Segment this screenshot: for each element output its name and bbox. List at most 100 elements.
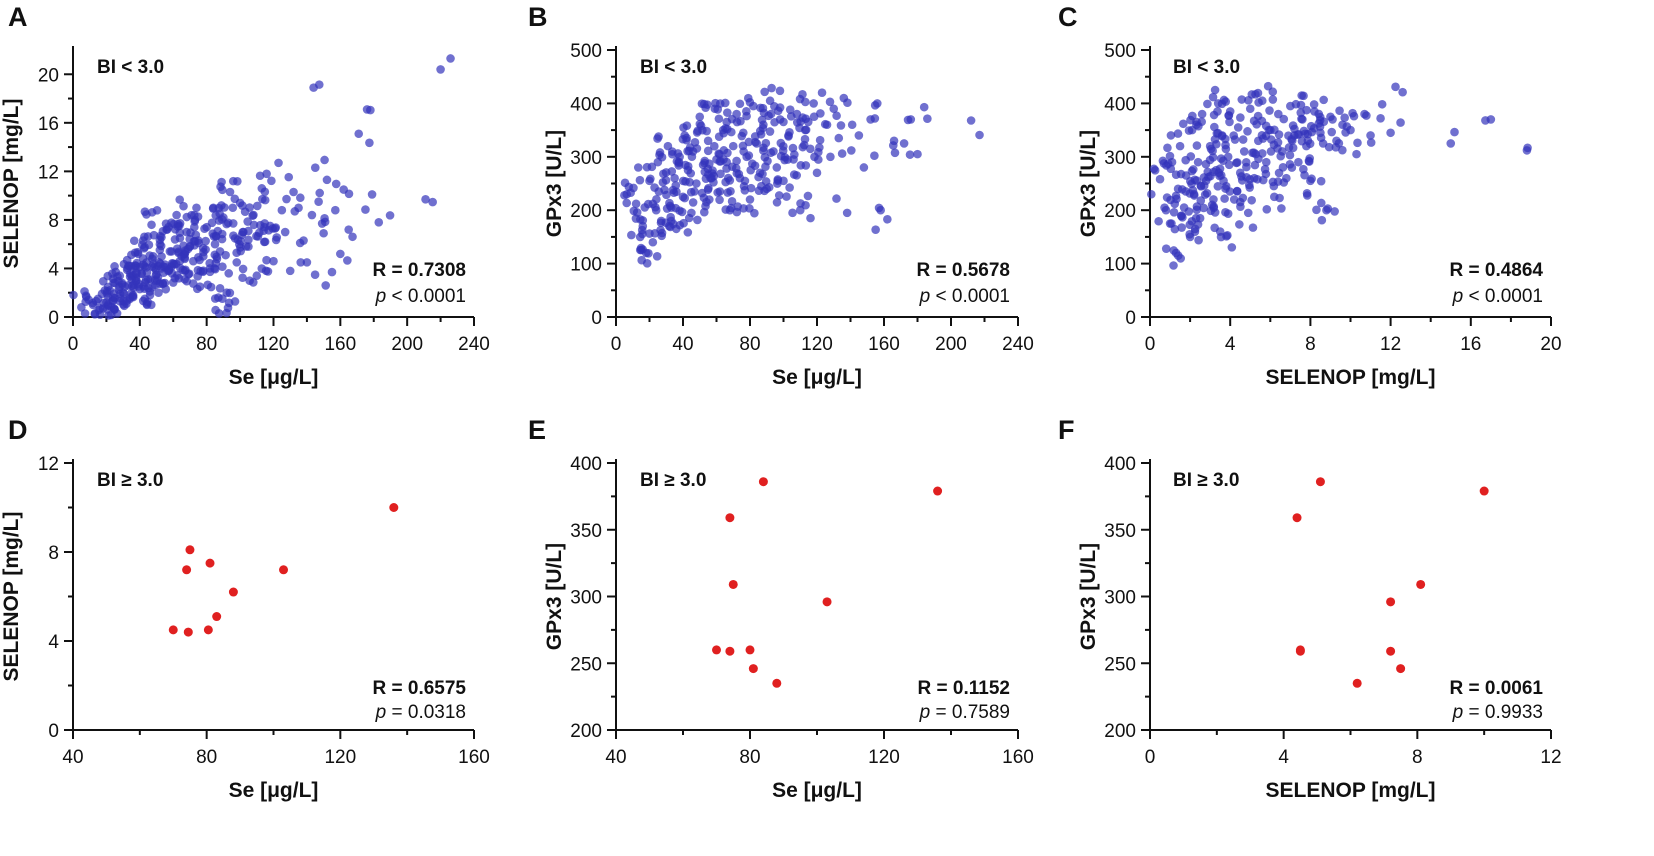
data-point (1243, 127, 1252, 136)
data-point (138, 254, 148, 263)
data-point (1276, 151, 1285, 161)
data-point (913, 149, 922, 159)
data-point (784, 132, 793, 141)
data-point (1222, 231, 1231, 241)
data-point (871, 225, 880, 234)
data-point (1241, 157, 1251, 167)
data-point (801, 97, 810, 107)
data-point (1479, 486, 1489, 496)
data-point (193, 212, 203, 221)
x-tick-label: 0 (68, 334, 79, 355)
data-point (1160, 203, 1169, 212)
p-symbol: p (919, 286, 931, 307)
data-point (772, 163, 782, 172)
y-tick-label: 100 (1104, 255, 1136, 276)
data-point (232, 248, 241, 258)
data-point (825, 97, 835, 107)
data-point (822, 597, 832, 607)
data-point (766, 148, 776, 158)
data-point (1262, 205, 1272, 214)
data-point (1178, 213, 1187, 222)
y-tick-label: 200 (570, 721, 602, 742)
data-point (714, 114, 724, 124)
data-point (319, 228, 328, 238)
data-point (798, 90, 807, 99)
data-point (146, 300, 156, 310)
data-point (284, 172, 294, 182)
data-point (236, 236, 245, 246)
stat-r-value: R = 0.0061 (1450, 678, 1544, 699)
data-point (221, 250, 230, 260)
data-point (803, 191, 813, 201)
data-point (780, 152, 790, 162)
data-point (674, 157, 684, 167)
stat-r-value: R = 0.6575 (373, 678, 467, 699)
group-label: BI ≥ 3.0 (640, 470, 706, 491)
data-point (759, 146, 768, 155)
data-point (1265, 106, 1274, 115)
data-point (1247, 90, 1257, 99)
data-point (870, 114, 880, 123)
data-point (210, 294, 220, 303)
data-point (692, 179, 701, 188)
data-point (1362, 111, 1371, 120)
y-tick-label: 300 (570, 148, 602, 169)
x-axis-title: Se [μg/L] (229, 366, 319, 389)
data-point (1300, 170, 1309, 180)
data-point (1159, 159, 1169, 168)
data-point (1192, 141, 1202, 150)
data-point (1233, 123, 1243, 132)
data-point (728, 579, 738, 589)
data-point (69, 290, 78, 300)
panel-D: D 40 80 120 160 0 4 8 12 Se [μg/L] SELENOP [mg/L] B… (0, 415, 490, 802)
data-point (1243, 208, 1253, 218)
data-point (366, 105, 375, 115)
data-point (205, 558, 215, 568)
data-point (1209, 203, 1219, 213)
data-point (183, 627, 193, 637)
data-point (320, 155, 329, 165)
data-point (1161, 244, 1171, 253)
stat-p-value: p = 0.7589 (919, 702, 1010, 723)
data-point (727, 197, 737, 206)
data-point (216, 182, 225, 192)
data-point (1416, 579, 1426, 589)
data-point (782, 192, 791, 201)
data-point (1169, 261, 1178, 270)
stat-p-value: p < 0.0001 (919, 286, 1010, 307)
data-point (1296, 100, 1306, 110)
data-point (1481, 116, 1490, 125)
data-point (1304, 157, 1314, 166)
data-point (331, 179, 341, 189)
data-point (648, 237, 658, 247)
y-tick-label: 300 (570, 588, 602, 609)
data-point (252, 271, 262, 281)
x-tick-label: 200 (935, 334, 967, 355)
data-point (785, 105, 795, 114)
data-point (815, 143, 824, 152)
data-point (672, 187, 681, 197)
data-point (815, 135, 825, 145)
data-point (1184, 207, 1194, 216)
data-point (1251, 149, 1261, 159)
data-point (184, 269, 193, 279)
y-tick-label: 500 (1104, 41, 1136, 62)
data-point (230, 297, 240, 306)
data-point (744, 151, 754, 160)
data-point (1260, 164, 1270, 174)
data-point (331, 205, 340, 215)
data-point (745, 645, 755, 655)
data-point (806, 213, 815, 223)
data-point (1319, 95, 1328, 105)
data-point (1166, 164, 1176, 174)
data-point (903, 115, 913, 125)
data-point (638, 216, 648, 225)
data-point (244, 226, 253, 236)
data-point (1386, 597, 1396, 607)
data-point (336, 249, 345, 259)
data-point (1377, 99, 1387, 109)
data-point (1185, 220, 1195, 230)
data-point (758, 477, 768, 487)
data-point (688, 198, 698, 207)
